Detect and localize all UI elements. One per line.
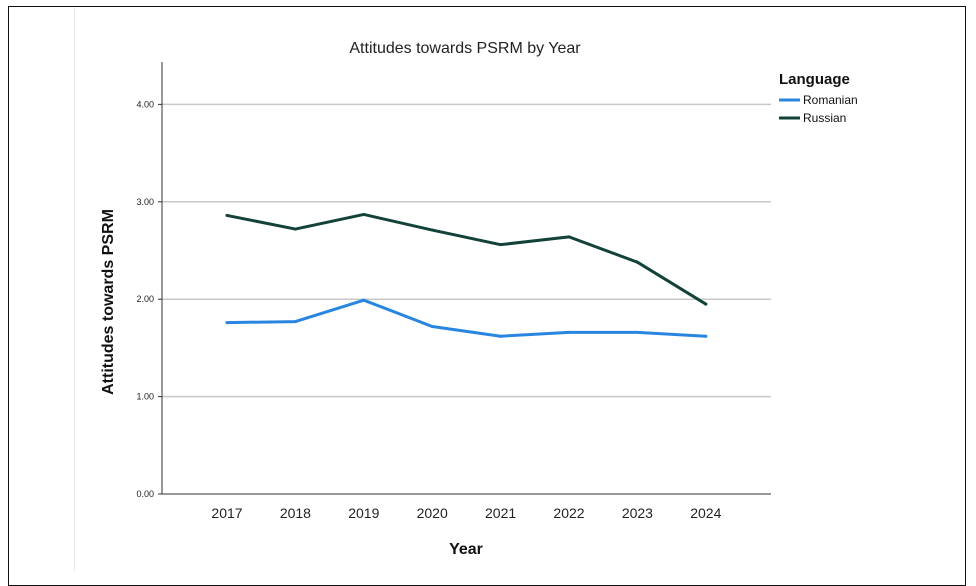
chart-title: Attitudes towards PSRM by Year bbox=[349, 40, 581, 57]
series-line-romanian bbox=[225, 298, 708, 338]
series-line-russian bbox=[225, 212, 708, 306]
legend-title: Language bbox=[779, 71, 850, 88]
y-tick-label: 0.00 bbox=[136, 489, 154, 499]
x-tick-label: 2017 bbox=[211, 505, 242, 521]
x-tick-label: 2019 bbox=[348, 505, 379, 521]
axes bbox=[158, 62, 771, 495]
y-axis-title: Attitudes towards PSRM bbox=[100, 209, 117, 395]
y-tick-labels: 0.00 1.00 2.00 3.00 4.00 bbox=[136, 99, 154, 499]
legend: Language Romanian Russian bbox=[779, 71, 858, 125]
frame-divider bbox=[74, 8, 75, 571]
data-point-russian bbox=[499, 243, 503, 247]
y-tick-label: 1.00 bbox=[136, 392, 154, 402]
data-point-romanian bbox=[293, 320, 297, 324]
data-point-romanian bbox=[362, 298, 366, 302]
data-point-russian bbox=[362, 212, 366, 216]
y-tick-label: 2.00 bbox=[136, 294, 154, 304]
data-point-romanian bbox=[430, 324, 434, 328]
line-chart: 0.00 1.00 2.00 3.00 4.00 2017 2018 2019 2020 202… bbox=[100, 40, 858, 558]
x-tick-label: 2024 bbox=[690, 505, 721, 521]
data-point-russian bbox=[430, 228, 434, 232]
gridlines bbox=[162, 103, 771, 398]
x-tick-label: 2018 bbox=[280, 505, 311, 521]
data-point-russian bbox=[225, 213, 229, 217]
data-point-russian bbox=[293, 227, 297, 231]
data-point-russian bbox=[567, 235, 571, 239]
legend-label: Russian bbox=[803, 111, 846, 125]
data-point-romanian bbox=[704, 334, 708, 338]
data-point-romanian bbox=[225, 321, 229, 325]
y-tick-label: 4.00 bbox=[136, 99, 154, 109]
y-tick-label: 3.00 bbox=[136, 197, 154, 207]
x-axis-title: Year bbox=[449, 541, 483, 558]
x-tick-label: 2022 bbox=[553, 505, 584, 521]
data-point-russian bbox=[635, 260, 639, 264]
data-point-romanian bbox=[499, 334, 503, 338]
series-lines bbox=[225, 212, 708, 338]
x-tick-label: 2021 bbox=[485, 505, 516, 521]
x-tick-label: 2020 bbox=[417, 505, 448, 521]
data-point-russian bbox=[704, 302, 708, 306]
x-tick-label: 2023 bbox=[622, 505, 653, 521]
legend-label: Romanian bbox=[803, 93, 858, 107]
x-tick-labels: 2017 2018 2019 2020 2021 2022 2023 2024 bbox=[211, 505, 721, 521]
data-point-romanian bbox=[635, 330, 639, 334]
data-point-romanian bbox=[567, 330, 571, 334]
